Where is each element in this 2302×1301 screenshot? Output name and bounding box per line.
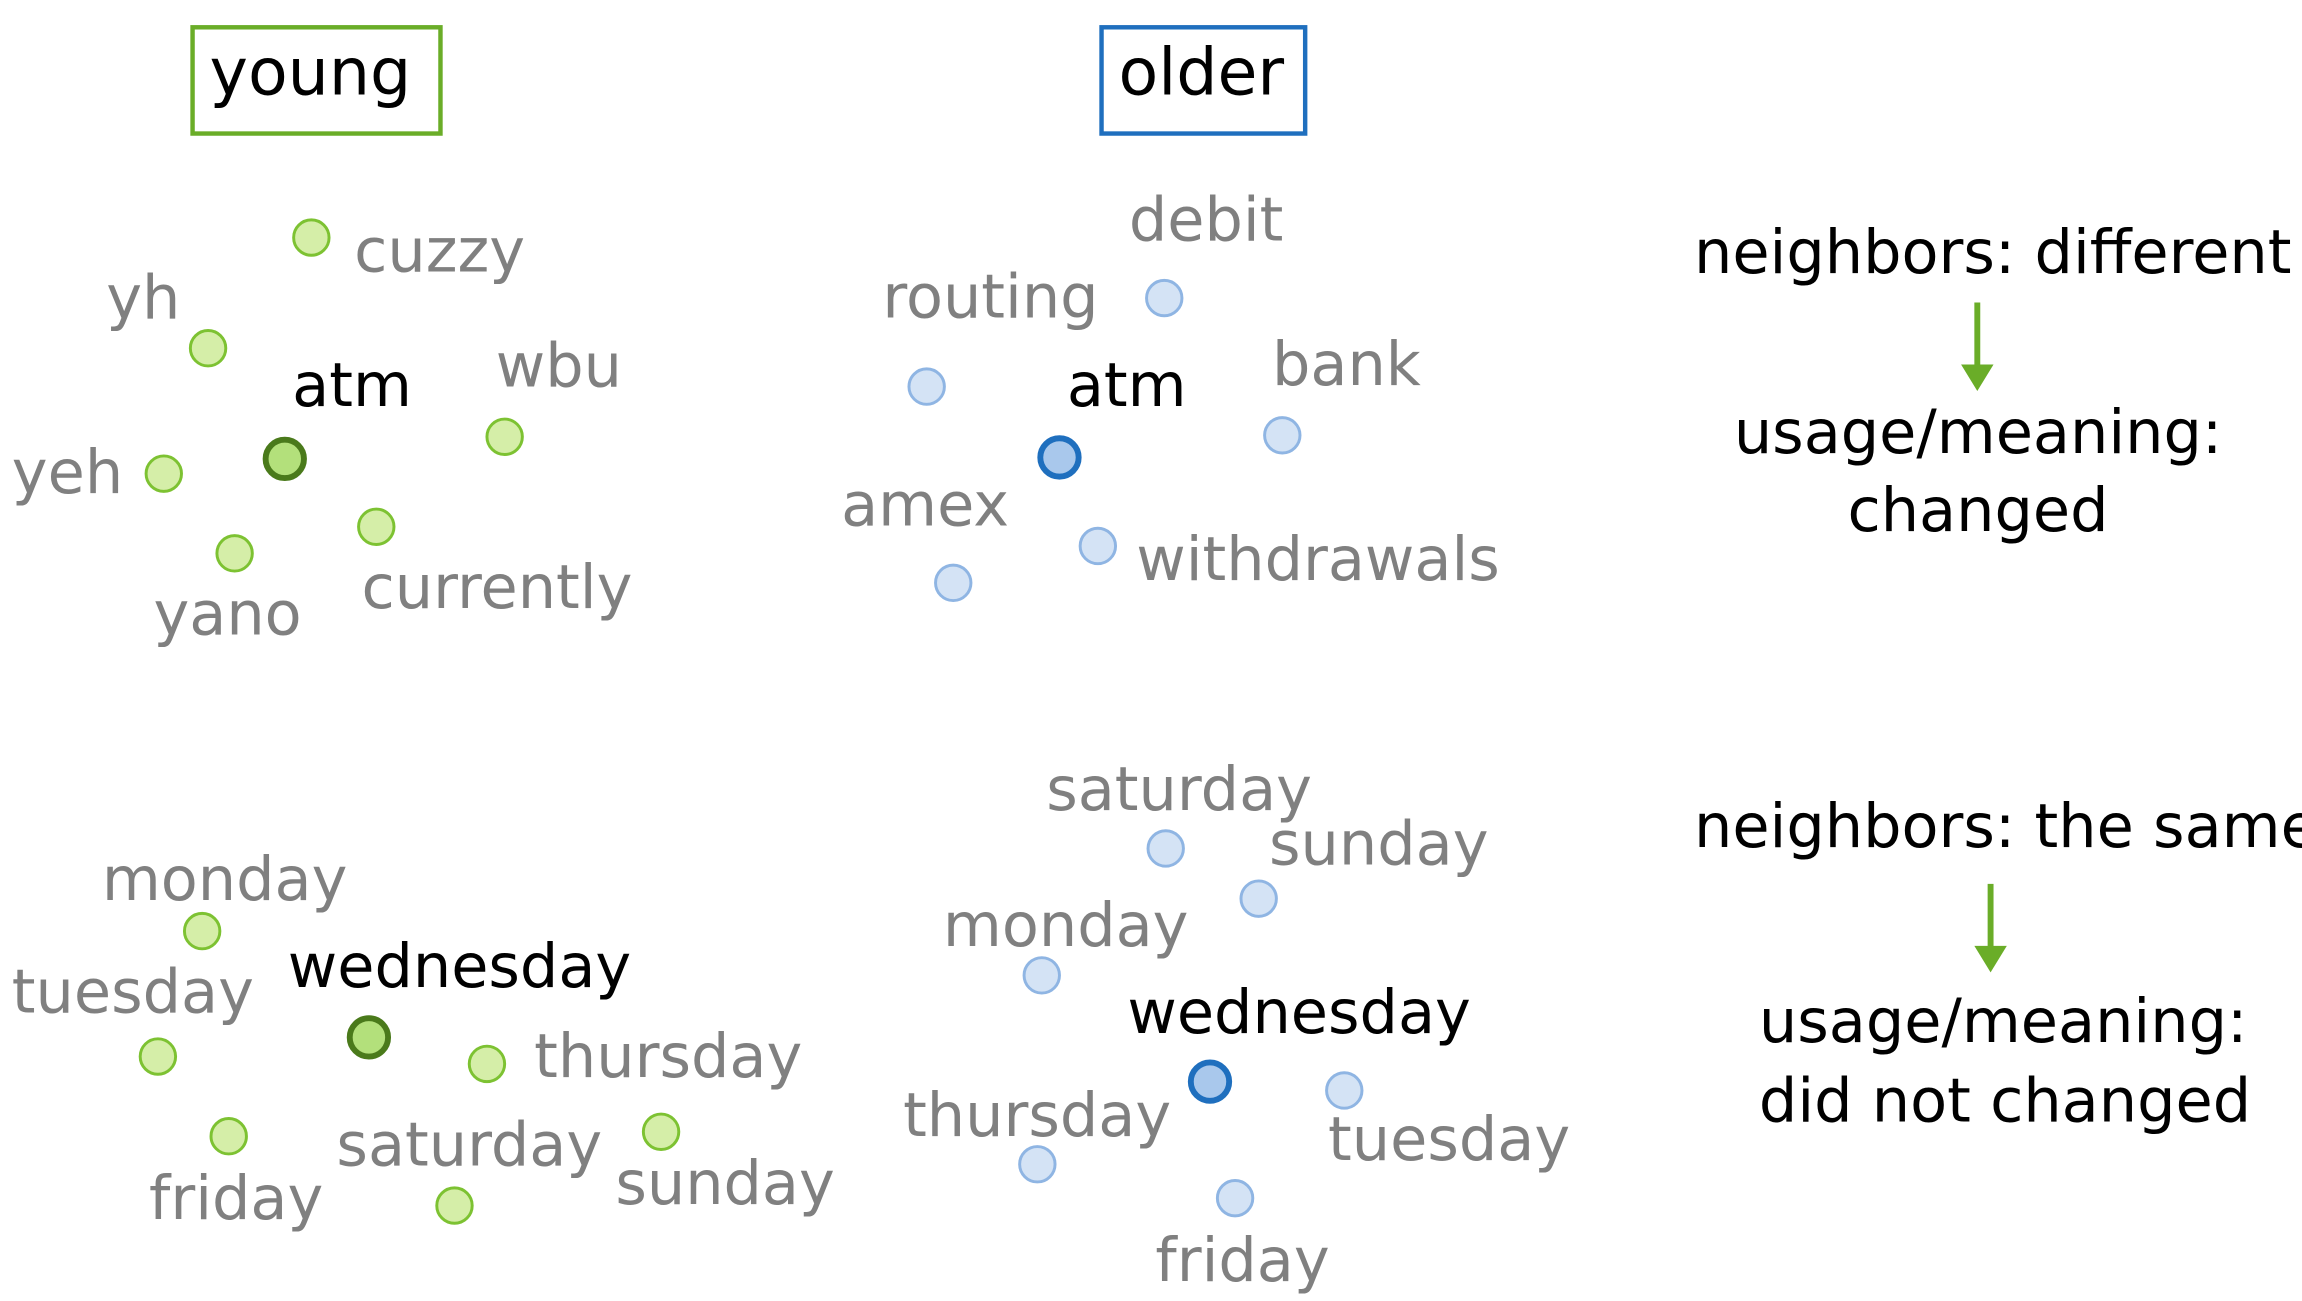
- neighbor-point: [292, 218, 331, 257]
- note-top-result: changed: [1847, 475, 2109, 546]
- target-word-point: [1187, 1059, 1233, 1104]
- older-header: older: [1099, 25, 1308, 136]
- neighbor-point: [209, 1117, 248, 1156]
- neighbor-point: [215, 534, 254, 573]
- target-word-label: wednesday: [287, 931, 632, 1002]
- neighbor-point: [1018, 1145, 1057, 1184]
- target-word-point: [346, 1015, 392, 1060]
- neighbor-point: [907, 367, 946, 406]
- neighbor-point: [188, 329, 228, 368]
- note-bottom-usage: usage/meaning:: [1758, 985, 2248, 1057]
- neighbor-point: [138, 1037, 178, 1076]
- neighbor-point: [641, 1112, 681, 1151]
- target-word-label: atm: [1066, 349, 1187, 421]
- neighbor-point: [1078, 526, 1118, 566]
- neighbor-label: saturday: [336, 1109, 603, 1181]
- note-top-usage: usage/meaning:: [1733, 396, 2223, 468]
- neighbor-label: debit: [1128, 184, 1284, 256]
- target-word-point: [1037, 435, 1082, 480]
- neighbor-label: amex: [841, 469, 1010, 541]
- neighbor-label: thursday: [534, 1021, 803, 1092]
- neighbor-label: currently: [361, 551, 633, 623]
- neighbor-label: sunday: [615, 1148, 835, 1219]
- neighbor-point: [467, 1044, 507, 1084]
- neighbor-point: [144, 454, 183, 493]
- neighbor-point: [485, 417, 524, 456]
- neighbor-label: withdrawals: [1136, 523, 1500, 595]
- neighbor-label: bank: [1271, 329, 1421, 400]
- neighbor-label: routing: [882, 261, 1099, 333]
- neighbor-label: yano: [153, 578, 302, 650]
- target-word-label: wednesday: [1127, 976, 1471, 1048]
- neighbor-point: [934, 563, 973, 603]
- neighbor-label: sunday: [1269, 808, 1489, 880]
- neighbor-label: yeh: [11, 436, 124, 508]
- target-word-point: [262, 436, 307, 482]
- neighbor-point: [1239, 879, 1278, 918]
- neighbor-label: monday: [942, 889, 1189, 961]
- neighbor-label: saturday: [1046, 754, 1312, 825]
- down-arrow-icon: [1974, 883, 2007, 973]
- neighbor-label: friday: [1155, 1224, 1330, 1296]
- neighbor-label: tuesday: [11, 956, 254, 1028]
- neighbor-point: [182, 911, 222, 951]
- neighbor-label: wbu: [495, 330, 623, 402]
- neighbor-point: [1325, 1071, 1364, 1110]
- young-header: young: [190, 25, 443, 136]
- down-arrow-icon: [1961, 302, 1994, 392]
- note-bottom-result: did not changed: [1758, 1065, 2252, 1137]
- neighbor-point: [1215, 1179, 1255, 1218]
- neighbor-label: friday: [149, 1162, 324, 1234]
- neighbor-label: yh: [106, 262, 181, 334]
- note-bottom-neighbors: neighbors: the same: [1693, 790, 2302, 862]
- neighbor-label: cuzzy: [354, 215, 526, 287]
- neighbor-point: [357, 507, 396, 546]
- neighbor-point: [1146, 829, 1185, 868]
- neighbor-point: [1022, 956, 1061, 995]
- neighbor-label: tuesday: [1328, 1103, 1571, 1175]
- neighbor-label: thursday: [903, 1080, 1172, 1151]
- target-word-label: atm: [292, 349, 412, 421]
- neighbor-label: monday: [101, 844, 348, 915]
- neighbor-point: [435, 1186, 474, 1225]
- neighbor-point: [1263, 416, 1302, 455]
- note-top-neighbors: neighbors: different: [1693, 216, 2292, 288]
- neighbor-point: [1145, 278, 1184, 318]
